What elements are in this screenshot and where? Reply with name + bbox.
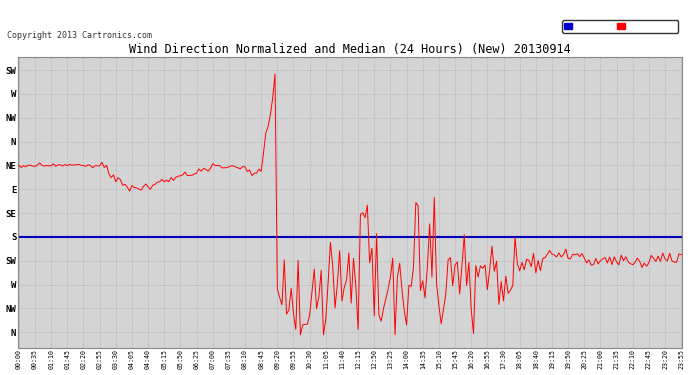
Text: Copyright 2013 Cartronics.com: Copyright 2013 Cartronics.com xyxy=(7,30,152,39)
Legend: Average, Direction: Average, Direction xyxy=(562,20,678,33)
Title: Wind Direction Normalized and Median (24 Hours) (New) 20130914: Wind Direction Normalized and Median (24… xyxy=(129,43,571,56)
